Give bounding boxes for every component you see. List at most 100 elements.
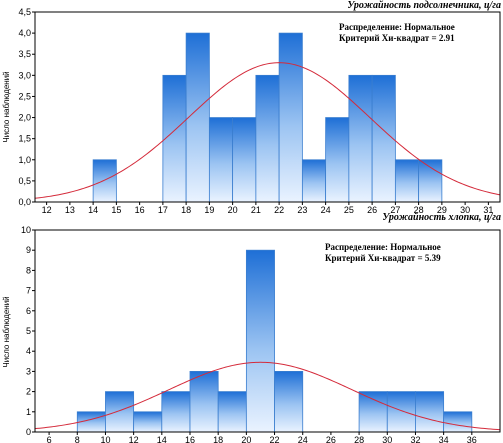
histogram-bar <box>245 249 275 433</box>
normal-distribution-curve <box>34 62 501 199</box>
x-tick-label: 31 <box>483 205 493 215</box>
chart-title: Урожайность хлопка, ц/га <box>382 212 501 223</box>
histogram-bar <box>418 159 443 203</box>
distribution-annotation: Распределение: Нормальное <box>339 22 455 32</box>
histogram-bar <box>232 117 257 203</box>
histogram-bar <box>371 74 396 203</box>
y-tick-label: 3,5 <box>18 49 31 59</box>
histogram-bar <box>278 32 303 203</box>
x-tick-label: 6 <box>47 435 52 443</box>
y-tick-label: 4,0 <box>18 28 31 38</box>
y-tick-label: 0 <box>26 427 31 437</box>
y-tick-label: 4,5 <box>18 7 31 17</box>
normal-distribution-curve <box>34 361 501 431</box>
x-tick-label: 18 <box>213 435 223 443</box>
x-tick-label: 25 <box>344 205 354 215</box>
x-tick-label: 27 <box>390 205 400 215</box>
y-tick-label: 4 <box>26 346 31 356</box>
x-tick-label: 24 <box>298 435 308 443</box>
histogram-bar <box>301 159 327 203</box>
x-tick-label: 15 <box>111 205 121 215</box>
histogram-bar <box>348 74 373 203</box>
histogram-bar <box>386 391 416 433</box>
histogram-bar <box>185 32 210 203</box>
histogram-bar <box>92 159 117 203</box>
x-axis-ticks: 12 13 14 15 16 17 18 19 20 21 22 23 24 25 26 27 28 29 30 31 <box>42 202 493 215</box>
x-tick-label: 16 <box>135 205 145 215</box>
x-tick-label: 26 <box>367 205 377 215</box>
histogram-bars <box>76 249 473 433</box>
x-tick-label: 20 <box>228 205 238 215</box>
histogram-bar <box>358 391 388 433</box>
histogram-bar <box>189 370 219 433</box>
chi-square-annotation: Критерий Хи-квадрат = 5.39 <box>325 253 441 263</box>
y-tick-label: 1,0 <box>18 155 31 165</box>
histogram-bar <box>255 74 280 203</box>
histogram-bar <box>105 391 135 433</box>
distribution-annotation: Распределение: Нормальное <box>325 242 441 252</box>
y-tick-label: 1 <box>26 407 31 417</box>
histogram-bar <box>208 117 234 203</box>
cotton-yield-histogram: Урожайность хлопка, ц/га Число наблюдени… <box>2 212 501 443</box>
x-tick-label: 16 <box>185 435 195 443</box>
x-tick-label: 14 <box>88 205 98 215</box>
x-tick-label: 17 <box>158 205 168 215</box>
x-tick-label: 19 <box>204 205 214 215</box>
y-axis-ticks: 0 1 2 3 4 5 6 7 8 9 10 <box>21 225 35 437</box>
y-tick-label: 2,5 <box>18 91 31 101</box>
x-tick-label: 24 <box>321 205 331 215</box>
y-axis-label: Число наблюдений <box>2 71 11 142</box>
y-tick-label: 9 <box>26 245 31 255</box>
y-tick-label: 8 <box>26 265 31 275</box>
histogram-bar <box>274 370 304 433</box>
x-tick-label: 18 <box>181 205 191 215</box>
histogram-bar <box>161 391 191 433</box>
histogram-bar <box>162 74 187 203</box>
sunflower-yield-histogram: Урожайность подсолнечника, ц/га Число на… <box>2 0 501 215</box>
y-tick-label: 0,0 <box>18 197 31 207</box>
histogram-bar <box>217 391 247 433</box>
y-tick-label: 10 <box>21 225 31 235</box>
x-tick-label: 36 <box>467 435 477 443</box>
x-tick-label: 22 <box>274 205 284 215</box>
x-tick-label: 28 <box>414 205 424 215</box>
x-tick-label: 28 <box>354 435 364 443</box>
histogram-bar <box>394 159 420 203</box>
y-tick-label: 2,0 <box>18 113 31 123</box>
y-tick-label: 3 <box>26 366 31 376</box>
x-tick-label: 30 <box>460 205 470 215</box>
plot-frame <box>34 11 501 203</box>
y-tick-label: 6 <box>26 306 31 316</box>
x-tick-label: 23 <box>297 205 307 215</box>
x-tick-label: 32 <box>410 435 420 443</box>
y-tick-label: 3,0 <box>18 70 31 80</box>
histogram-bar <box>443 411 473 433</box>
x-tick-label: 34 <box>439 435 449 443</box>
histogram-bar <box>133 411 163 433</box>
x-tick-label: 8 <box>75 435 80 443</box>
y-tick-label: 2 <box>26 387 31 397</box>
x-tick-label: 14 <box>157 435 167 443</box>
y-tick-label: 7 <box>26 286 31 296</box>
histogram-bar <box>415 391 445 433</box>
chart-title: Урожайность подсолнечника, ц/га <box>347 0 501 11</box>
histogram-bar <box>325 117 350 203</box>
x-tick-label: 10 <box>100 435 110 443</box>
y-tick-label: 1,5 <box>18 134 31 144</box>
x-tick-label: 20 <box>241 435 251 443</box>
y-tick-label: 5 <box>26 326 31 336</box>
y-axis-label: Число наблюдений <box>2 296 11 367</box>
x-tick-label: 29 <box>437 205 447 215</box>
x-tick-label: 12 <box>129 435 139 443</box>
x-tick-label: 22 <box>270 435 280 443</box>
x-tick-label: 12 <box>42 205 52 215</box>
x-tick-label: 21 <box>251 205 261 215</box>
chi-square-annotation: Критерий Хи-квадрат = 2.91 <box>339 33 455 43</box>
x-tick-label: 26 <box>326 435 336 443</box>
x-axis-ticks: 6 8 10 12 14 16 18 20 22 24 26 28 30 32 34 36 <box>47 432 477 443</box>
histogram-bars <box>92 32 443 203</box>
y-tick-label: 0,5 <box>18 176 31 186</box>
y-axis-ticks: 0,0 0,5 1,0 1,5 2,0 2,5 3,0 3,5 4,0 4,5 <box>18 7 35 207</box>
x-tick-label: 30 <box>382 435 392 443</box>
